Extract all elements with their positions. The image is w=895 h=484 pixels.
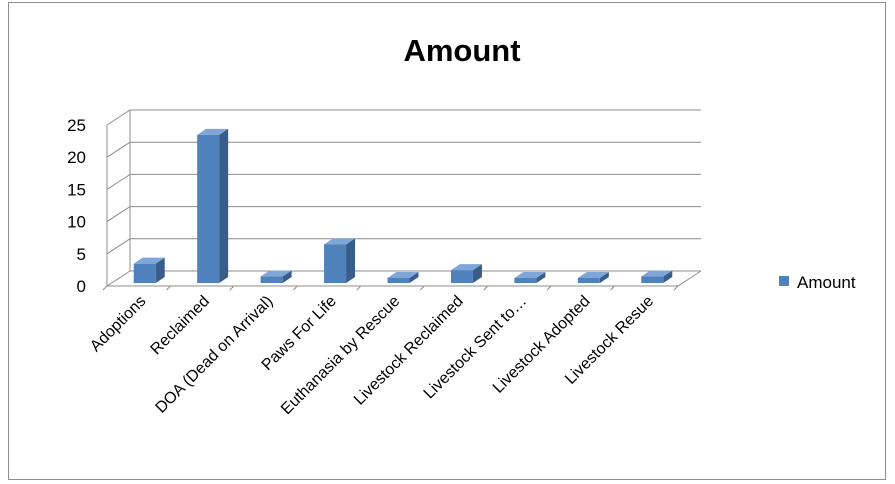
x-tick-mark xyxy=(546,285,552,291)
x-category-label: Adoptions xyxy=(87,293,149,355)
bar-front xyxy=(641,276,664,283)
x-tick-mark xyxy=(356,285,362,291)
bar-side xyxy=(536,272,546,283)
bar-front xyxy=(260,276,283,283)
chart-frame xyxy=(8,2,886,480)
x-category-label: Euthanasia by Rescue xyxy=(278,293,403,418)
bar xyxy=(641,270,673,283)
legend: Amount xyxy=(779,273,856,292)
gridline xyxy=(106,206,701,223)
x-tick-mark xyxy=(483,285,489,291)
bar-top xyxy=(324,238,356,245)
x-tick-mark xyxy=(102,285,108,291)
y-tick-label: 15 xyxy=(67,180,86,199)
y-tick-label: 5 xyxy=(77,245,86,264)
bar xyxy=(260,270,292,283)
bar-top xyxy=(387,272,419,278)
bar-side xyxy=(599,272,609,283)
bar-side xyxy=(663,270,673,283)
x-tick-mark xyxy=(166,285,171,291)
bar-front xyxy=(450,270,473,283)
bar-side xyxy=(155,257,165,283)
x-tick-mark xyxy=(229,285,235,291)
bar-top xyxy=(260,270,292,277)
x-category-label: Reclaimed xyxy=(148,293,213,358)
bar xyxy=(450,264,482,283)
bar xyxy=(133,257,165,283)
gridline xyxy=(106,173,701,190)
x-category-label: DOA (Dead on Arrival) xyxy=(152,293,276,417)
bar-top xyxy=(514,272,546,278)
bar-top xyxy=(577,272,609,278)
bar-front xyxy=(514,278,537,283)
bar-side xyxy=(472,264,482,283)
y-tick-label: 20 xyxy=(67,148,86,167)
x-tick-mark xyxy=(292,285,298,291)
gridline xyxy=(106,238,701,255)
bar-side xyxy=(219,128,229,283)
bar-top xyxy=(133,257,165,264)
bar-top xyxy=(450,264,482,271)
bar xyxy=(577,272,609,283)
bar-side xyxy=(282,270,292,283)
gridline xyxy=(106,109,701,126)
bar-front xyxy=(197,134,220,283)
y-axis-ticks: 0 5 10 15 20 25 xyxy=(67,116,86,296)
bar-top xyxy=(197,128,229,135)
grid-layer xyxy=(102,109,702,291)
bar xyxy=(514,272,546,283)
legend-swatch xyxy=(779,276,789,286)
x-tick-mark xyxy=(419,285,425,291)
bar-front xyxy=(133,263,156,283)
bar-top xyxy=(641,270,673,277)
bar-front xyxy=(577,278,600,283)
bar-side xyxy=(409,272,419,283)
y-tick-label: 0 xyxy=(77,277,86,296)
bar-side xyxy=(346,238,356,283)
y-tick-label: 10 xyxy=(67,213,86,232)
x-tick-mark xyxy=(673,285,679,291)
gridline xyxy=(106,141,701,158)
x-category-label: Livestock Reclaimed xyxy=(351,293,467,409)
bar-layer xyxy=(133,128,673,283)
legend-label: Amount xyxy=(797,273,856,292)
bar xyxy=(197,128,229,283)
bar-front xyxy=(324,244,347,283)
bar xyxy=(387,272,419,283)
chart-title: Amount xyxy=(403,33,520,68)
bar xyxy=(324,238,356,283)
x-tick-mark xyxy=(610,285,615,291)
y-tick-label: 25 xyxy=(67,116,86,135)
bar-front xyxy=(387,278,410,283)
